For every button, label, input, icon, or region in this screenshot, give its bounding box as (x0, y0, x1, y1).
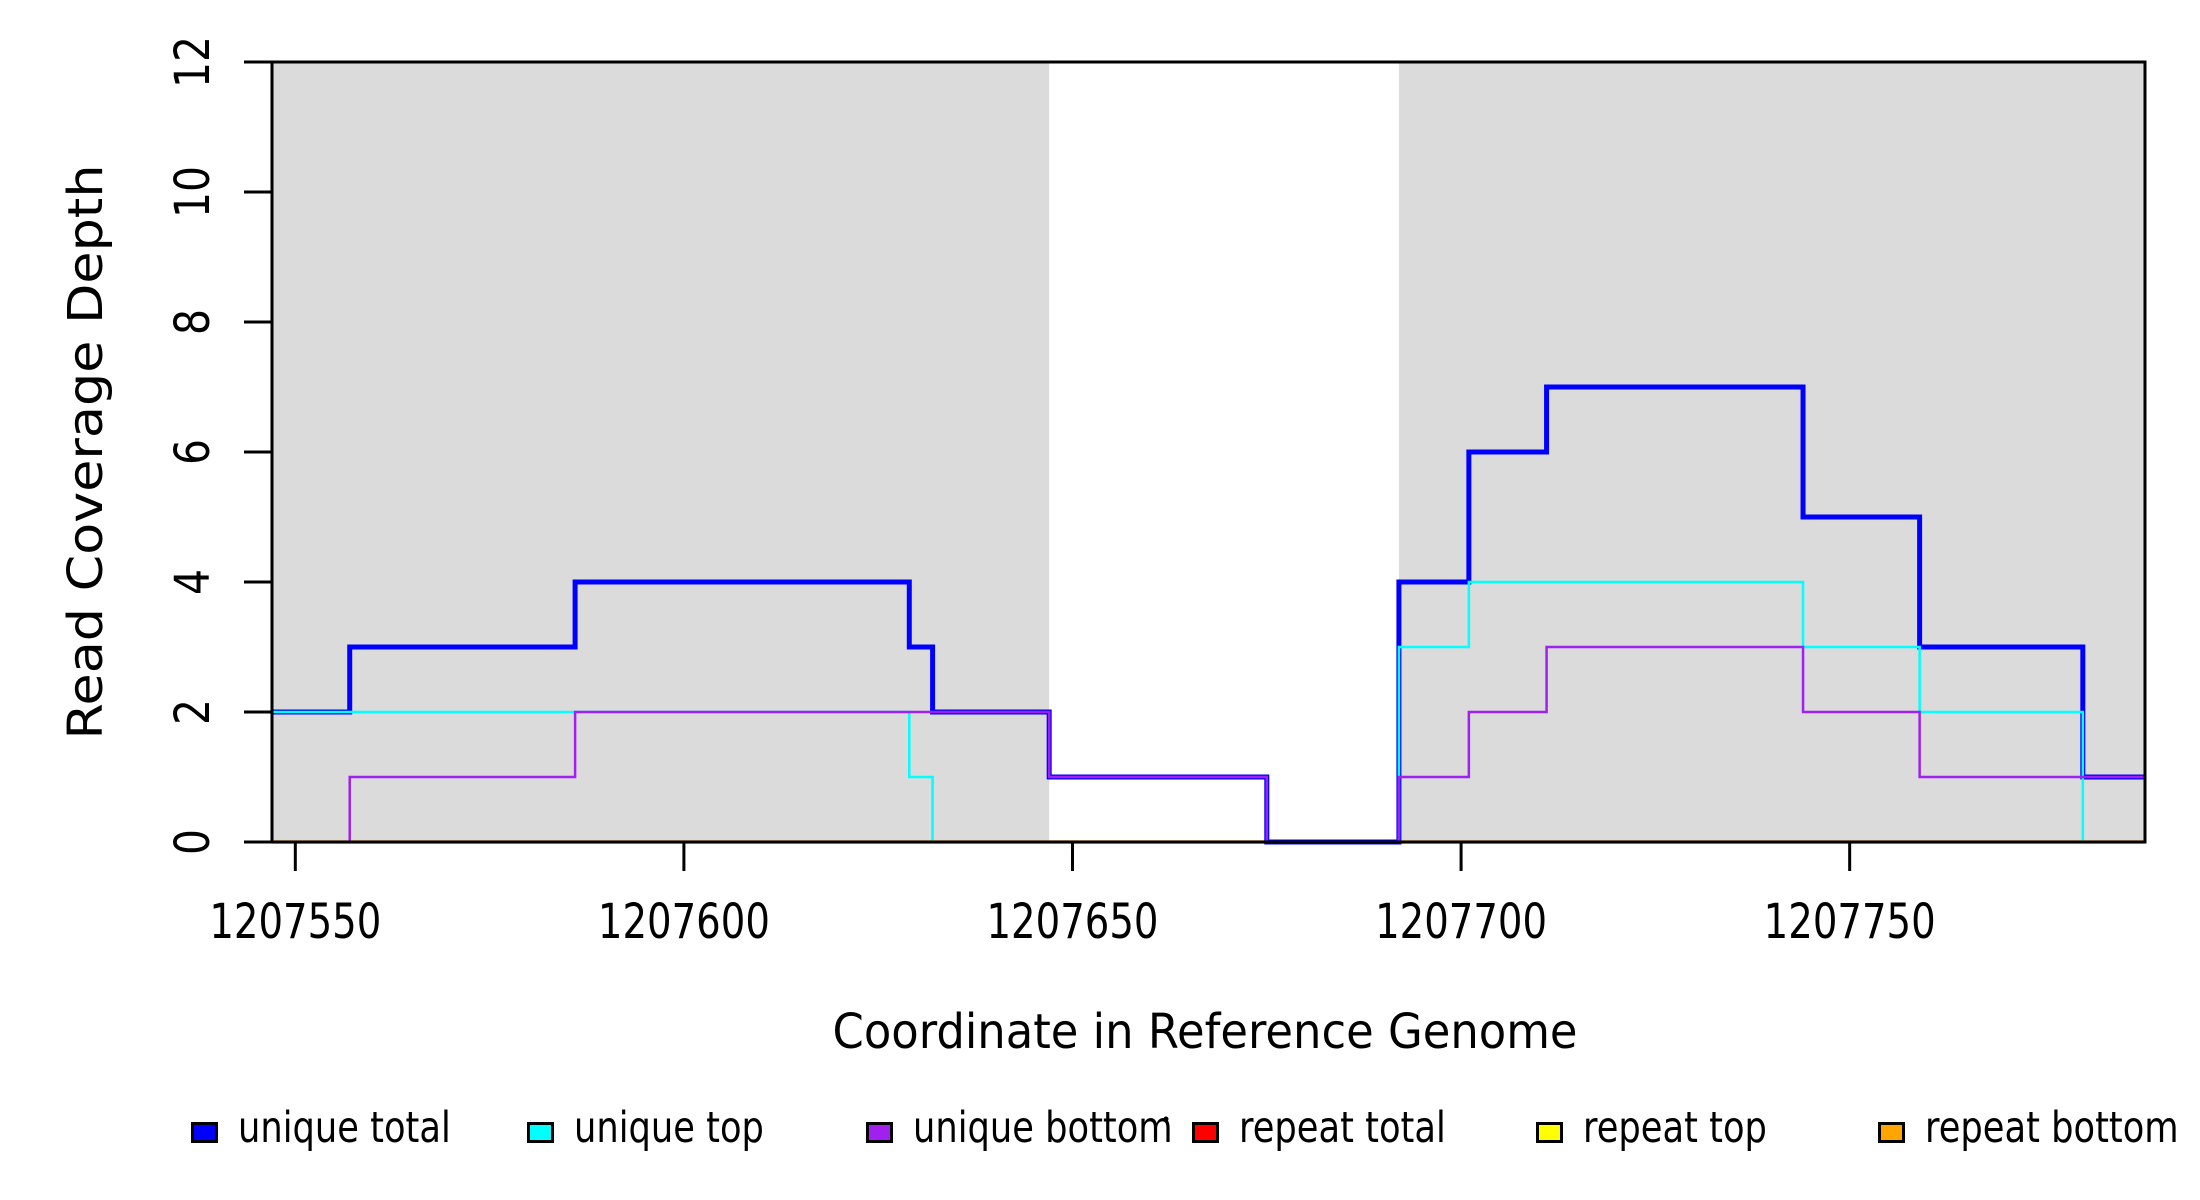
y-tick-label: 6 (165, 439, 221, 465)
x-axis-title: Coordinate in Reference Genome (833, 1004, 1578, 1060)
x-tick-label: 1207700 (1375, 894, 1547, 950)
y-tick-label: 12 (165, 36, 221, 88)
y-tick-label: 0 (165, 829, 221, 855)
shaded-regions-layer (272, 62, 2145, 842)
stray-dot (1163, 1116, 1169, 1122)
y-axis-title: Read Coverage Depth (58, 165, 114, 740)
series-line-unique-bottom (272, 645, 2145, 844)
y-tick-label: 2 (165, 699, 221, 725)
axes-layer: 1207550 1207600 1207650 1207700 1207750 0 2 4 6 8… (165, 36, 1936, 950)
x-tick-label: 1207550 (209, 894, 381, 950)
x-tick-label: 1207600 (598, 894, 770, 950)
y-tick-label: 4 (165, 569, 221, 595)
x-tick-label: 1207650 (986, 894, 1158, 950)
plot-border (270, 60, 2147, 844)
x-tick-label: 1207750 (1764, 894, 1936, 950)
series-line-unique-top (272, 580, 2145, 844)
shaded-region-left (272, 62, 1050, 842)
y-tick-label: 10 (165, 166, 221, 218)
y-tick-label: 8 (165, 309, 221, 335)
